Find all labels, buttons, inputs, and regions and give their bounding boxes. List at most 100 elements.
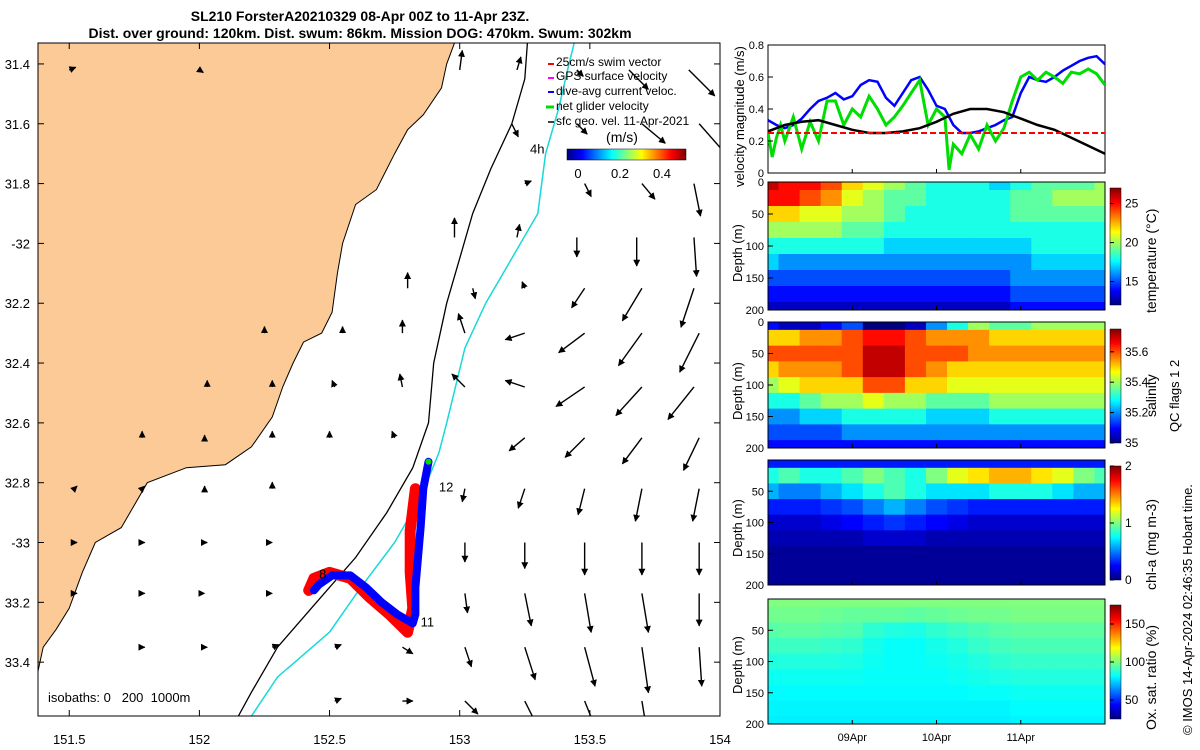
temperature-y-tick-label: 200 — [746, 305, 764, 317]
temperature-cell — [968, 238, 990, 255]
imos-credit: © IMOS 14-Apr-2024 02:46:35 Hobart time. — [1180, 484, 1195, 735]
track-label-2: 8 — [319, 566, 326, 581]
temperature-cell — [862, 206, 885, 223]
chl-a-cell — [883, 561, 906, 578]
salinity-cell — [1031, 322, 1053, 331]
chl-a-cell — [799, 467, 822, 484]
temperature-cell — [799, 238, 822, 255]
chl-a-cbar-tick-label: 2 — [1125, 459, 1132, 473]
salinity-cell — [1094, 392, 1106, 410]
oxygen-cell — [1073, 622, 1095, 639]
chl-a-cell — [904, 467, 927, 484]
chl-a-cell — [778, 577, 801, 586]
salinity-cell — [883, 322, 906, 331]
chl-a-cell — [947, 577, 969, 586]
velocity-series-1 — [768, 67, 1105, 171]
temperature-cell — [1073, 286, 1095, 303]
chl-a-cell — [768, 577, 780, 586]
salinity-cell — [1010, 408, 1032, 425]
oxygen-cell — [1094, 653, 1106, 670]
temperature-cell — [989, 286, 1011, 303]
salinity-cell — [1031, 392, 1053, 410]
salinity-cell — [968, 329, 990, 347]
temperature-cell — [904, 270, 927, 287]
temperature-cell — [1052, 190, 1074, 207]
velocity-vector-33 — [679, 332, 700, 373]
velocity-vector-42 — [667, 386, 695, 421]
oxygen-cell — [820, 606, 843, 623]
temperature-cell — [1010, 182, 1032, 191]
temperature-cell — [947, 254, 969, 271]
salinity-cell — [1094, 440, 1106, 449]
temperature-cell — [1073, 182, 1095, 191]
salinity-cell — [768, 329, 780, 347]
oxygen-cell — [925, 669, 948, 686]
isobath-200m-line — [250, 43, 575, 716]
salinity-cell — [841, 329, 864, 347]
oxygen-cell — [1052, 700, 1074, 717]
temperature-cell — [968, 182, 990, 191]
oxygen-cell — [841, 638, 864, 655]
temperature-cell — [1052, 182, 1074, 191]
oxygen-cell — [768, 669, 780, 686]
salinity-cell — [1010, 424, 1032, 441]
map-legend: 25cm/s swim vector GPS surface velocity … — [546, 55, 690, 128]
salinity-cell — [768, 440, 780, 449]
chl-a-cell — [968, 545, 990, 563]
oxygen-cell — [768, 684, 780, 702]
salinity-cell — [1052, 424, 1074, 441]
temperature-cell — [989, 270, 1011, 287]
temperature-cell — [820, 302, 843, 311]
salinity-colorbar — [1109, 328, 1122, 444]
salinity-cell — [1094, 424, 1106, 441]
temperature-cell — [799, 206, 822, 223]
oxygen-cell — [1073, 700, 1095, 717]
salinity-cell — [883, 424, 906, 441]
chl-a-cell — [1010, 460, 1032, 469]
velocity-vector-38 — [451, 373, 466, 388]
temperature-cell — [883, 206, 906, 223]
salinity-cell — [768, 361, 780, 378]
chl-a-cell — [778, 530, 801, 547]
velocity-vector-91 — [464, 700, 479, 715]
temperature-cell — [778, 222, 801, 239]
chl-a-cell — [947, 530, 969, 547]
oxygen-cell — [820, 599, 843, 608]
track-label-1: 12 — [439, 480, 453, 495]
temperature-cell — [768, 190, 780, 207]
chl-a-cell — [947, 499, 969, 516]
oxygen-cell — [841, 669, 864, 686]
chl-a-cell — [1094, 577, 1106, 586]
oxygen-cell — [1073, 653, 1095, 670]
temperature-cell — [841, 222, 864, 239]
salinity-cell — [925, 329, 948, 347]
chl-a-cell — [1052, 499, 1074, 516]
chl-a-cell — [778, 514, 801, 531]
oxygen-cell — [989, 606, 1011, 623]
time-axis: 09Apr 10Apr 11Apr — [838, 169, 1035, 744]
salinity-cell — [968, 345, 990, 362]
salinity-cell — [989, 424, 1011, 441]
salinity-cell — [968, 322, 990, 331]
chl-a-cell — [925, 530, 948, 547]
oxygen-cell — [904, 669, 927, 686]
chl-a-cell — [1052, 577, 1074, 586]
salinity-cell — [1010, 329, 1032, 347]
oxygen-cell — [799, 638, 822, 655]
map-x-tick-label: 153.5 — [574, 732, 607, 747]
salinity-cell — [1010, 345, 1032, 362]
salinity-cell — [1094, 322, 1106, 331]
chl-a-cell — [799, 460, 822, 469]
map-y-tick-label: -32 — [11, 236, 30, 251]
temperature-cell — [1031, 254, 1053, 271]
section-colorbar-ticks: 15 20 25 35 35.2 35.4 35.6 0 1 2 50 100 150 — [1110, 197, 1149, 707]
temperature-cell — [768, 286, 780, 303]
temperature-cell — [1094, 302, 1106, 311]
oxygen-cell — [947, 669, 969, 686]
oxygen-cell — [1010, 638, 1032, 655]
temperature-cell — [968, 254, 990, 271]
temperature-cell — [1031, 286, 1053, 303]
velocity-vector-57 — [516, 488, 526, 509]
temperature-cell — [862, 222, 885, 239]
salinity-cbar-tick-label: 35.4 — [1125, 375, 1149, 389]
